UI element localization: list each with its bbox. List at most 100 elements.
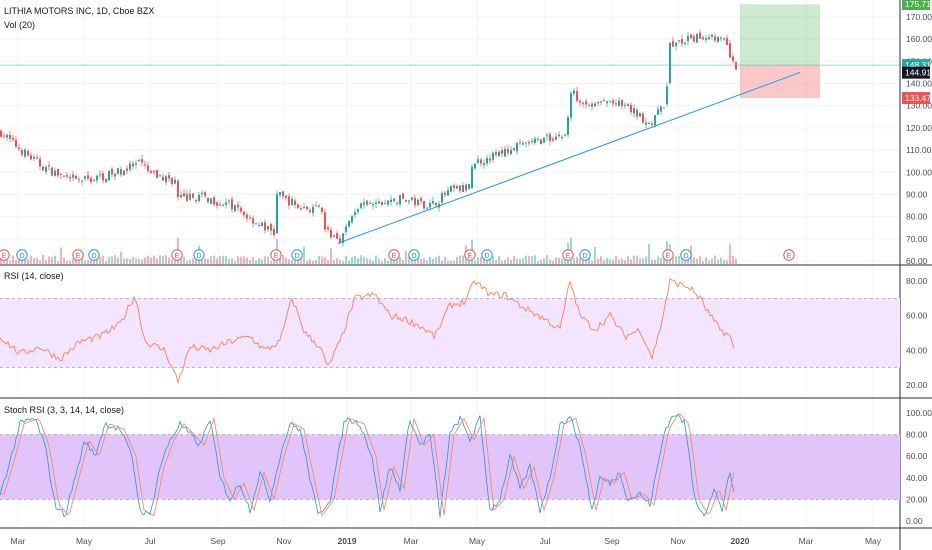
earnings-marker[interactable]: E xyxy=(171,249,183,261)
candle-body xyxy=(165,176,167,183)
dividend-marker[interactable]: D xyxy=(16,249,28,261)
stoch-d-line xyxy=(0,413,735,517)
earnings-marker[interactable]: E xyxy=(662,249,674,261)
candle-body xyxy=(600,101,602,103)
volume-bar xyxy=(336,258,338,264)
candle-body xyxy=(306,206,308,210)
volume-bar xyxy=(381,260,383,264)
volume-bar xyxy=(375,255,377,264)
trendline[interactable] xyxy=(337,71,801,244)
volume-bar xyxy=(258,258,260,264)
volume-bar xyxy=(618,259,620,264)
candle-body xyxy=(372,204,374,206)
candle-body xyxy=(225,202,227,205)
candle-body xyxy=(735,62,737,70)
stoch-tick-label: 20.00 xyxy=(906,494,928,504)
volume-bar xyxy=(54,255,56,264)
candle-body xyxy=(621,99,623,106)
dividend-marker[interactable]: D xyxy=(193,249,205,261)
volume-bar xyxy=(99,256,101,264)
dividend-marker[interactable]: D xyxy=(88,249,100,261)
candle-body xyxy=(141,159,143,163)
volume-bar xyxy=(411,258,413,264)
dividend-marker[interactable]: D xyxy=(291,249,303,261)
volume-bar xyxy=(660,258,662,264)
rsi-pane xyxy=(0,277,735,385)
volume-bar xyxy=(684,260,686,264)
volume-bar xyxy=(114,255,116,264)
candle-body xyxy=(84,176,86,179)
earnings-marker[interactable]: E xyxy=(388,249,400,261)
volume-bar xyxy=(30,255,32,264)
candle-body xyxy=(537,139,539,141)
volume-bar xyxy=(462,255,464,264)
earnings-marker[interactable]: E xyxy=(464,249,476,261)
volume-bar xyxy=(195,258,197,264)
volume-bar xyxy=(735,258,737,264)
earnings-marker[interactable]: E xyxy=(562,249,574,261)
dividend-marker[interactable]: D xyxy=(408,249,420,261)
time-tick-label: Mar xyxy=(404,536,419,546)
candle-body xyxy=(540,139,542,145)
candle-body xyxy=(690,34,692,39)
earnings-marker[interactable]: E xyxy=(783,249,795,261)
candle-body xyxy=(369,203,371,205)
volume-bar xyxy=(315,259,317,264)
candle-body xyxy=(396,202,398,204)
price-axis[interactable]: 170.00160.00150.00140.00130.00120.00110.… xyxy=(902,0,932,526)
volume-bar xyxy=(168,257,170,264)
candle-body xyxy=(354,212,356,215)
price-tick-label: 60.00 xyxy=(906,256,928,266)
event-label: E xyxy=(2,253,7,260)
dividend-marker[interactable]: D xyxy=(579,249,591,261)
volume-bar xyxy=(717,259,719,264)
time-tick-label: Mar xyxy=(799,536,814,546)
price-tick-label: 90.00 xyxy=(906,189,928,199)
volume-bar xyxy=(561,258,563,264)
volume-bar xyxy=(513,255,515,264)
time-axis[interactable]: Mar May Jul Sep Nov 2019 Mar May Jul Sep Nov 2020 Ma… xyxy=(11,536,882,546)
volume-bar xyxy=(27,258,29,264)
volume-label: Vol (20) xyxy=(4,20,35,30)
volume-bar xyxy=(549,259,551,264)
candle-body xyxy=(330,229,332,238)
candle-body xyxy=(6,134,8,138)
volume-bar xyxy=(711,258,713,264)
event-label: E xyxy=(468,253,473,260)
candle-body xyxy=(465,184,467,191)
target-zone[interactable] xyxy=(740,4,820,66)
candle-body xyxy=(3,135,5,137)
volume-bar xyxy=(132,257,134,264)
candle-body xyxy=(63,175,65,177)
earnings-marker[interactable]: E xyxy=(72,249,84,261)
volume-bar xyxy=(219,255,221,264)
candle-body xyxy=(87,175,89,179)
stop-zone[interactable] xyxy=(740,65,820,99)
volume-bar xyxy=(12,255,14,264)
volume-bar xyxy=(699,256,701,264)
volume-bar xyxy=(441,260,443,264)
dividend-icon xyxy=(408,249,420,261)
candle-body xyxy=(510,150,512,155)
stoch-tick-label: 100.00 xyxy=(906,408,932,418)
dividend-marker[interactable]: D xyxy=(481,249,493,261)
long-position-tool[interactable] xyxy=(0,4,900,99)
candle-body xyxy=(468,183,470,189)
candle-body xyxy=(189,193,191,200)
candle-body xyxy=(618,100,620,106)
trendline-segment[interactable] xyxy=(337,71,801,244)
volume-bar xyxy=(138,258,140,264)
candle-body xyxy=(450,185,452,192)
earnings-marker[interactable]: E xyxy=(0,249,10,261)
volume-bar xyxy=(45,260,47,264)
candle-body xyxy=(78,179,80,181)
price-tick-label: 140.00 xyxy=(906,79,932,89)
candle-body xyxy=(675,42,677,47)
dividend-marker[interactable]: D xyxy=(680,249,692,261)
candle-body xyxy=(18,147,20,149)
candle-body xyxy=(711,34,713,37)
earnings-marker[interactable]: E xyxy=(270,249,282,261)
candle-body xyxy=(27,151,29,156)
candle-body xyxy=(423,200,425,209)
